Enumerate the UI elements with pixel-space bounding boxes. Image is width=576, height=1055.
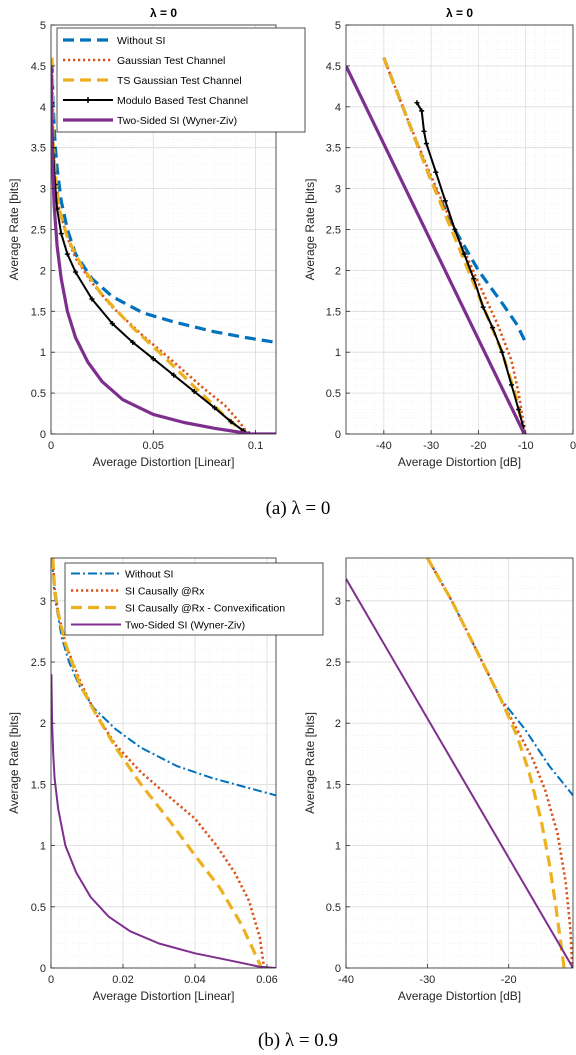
x-tick-label: -20	[501, 974, 517, 986]
series-line-4	[51, 674, 276, 968]
plot-b-db: 0 0.5 1 1.5 2 2.5 3 -40 -30 -20 Average Distortion…	[303, 557, 574, 1003]
legend-box	[64, 562, 324, 636]
x-axis-label: Average Distortion [Linear]	[93, 989, 235, 1003]
y-tick-label: 1	[335, 347, 341, 359]
y-axis-label: Average Rate [bits]	[303, 179, 317, 281]
x-tick-label: -40	[338, 974, 354, 986]
y-tick-label: 0.5	[326, 388, 341, 400]
y-tick-label: 0	[40, 963, 46, 975]
y-tick-label: 4.5	[31, 61, 46, 73]
y-tick-label: 3.5	[326, 143, 341, 155]
x-tick-label: -30	[419, 974, 435, 986]
series-line-2	[51, 558, 266, 968]
y-axis-label: Average Rate [bits]	[303, 712, 317, 814]
y-tick-label: 1.5	[326, 306, 341, 318]
y-tick-label: 2.5	[326, 225, 341, 237]
x-tick-label: 0.02	[112, 974, 133, 986]
y-tick-label: 3	[335, 596, 341, 608]
x-tick-label: 0.05	[143, 440, 164, 452]
y-tick-label: 3.5	[31, 143, 46, 155]
y-tick-label: 0	[40, 429, 46, 441]
y-tick-label: 2.5	[31, 225, 46, 237]
axes-frame	[345, 557, 574, 969]
legend-label: Gaussian Test Channel	[117, 55, 225, 67]
y-tick-label: 1	[40, 347, 46, 359]
y-tick-label: 3	[40, 596, 46, 608]
y-tick-label: 0.5	[31, 902, 46, 914]
chart-title: λ = 0	[446, 6, 473, 20]
x-tick-label: -40	[376, 440, 392, 452]
y-tick-label: 2.5	[31, 657, 46, 669]
legend-label: Two-Sided SI (Wyner-Ziv)	[125, 620, 245, 632]
y-tick-label: 3	[335, 184, 341, 196]
x-tick-label: 0	[48, 974, 54, 986]
x-tick-label: 0	[570, 440, 576, 452]
legend-label: Without SI	[117, 35, 165, 47]
x-axis-label: Average Distortion [Linear]	[93, 455, 235, 469]
series-line-5	[51, 65, 276, 434]
y-tick-label: 0.5	[326, 902, 341, 914]
x-axis-label: Average Distortion [dB]	[398, 989, 521, 1003]
y-tick-label: 1	[335, 841, 341, 853]
y-tick-label: 2	[40, 718, 46, 730]
series-line-2	[382, 57, 526, 434]
y-tick-label: 2	[335, 718, 341, 730]
series-line-3	[426, 558, 566, 968]
x-tick-label: -10	[518, 440, 534, 452]
chart-title: λ = 0	[150, 6, 177, 20]
y-tick-label: 5	[335, 20, 341, 32]
y-tick-label: 5	[40, 20, 46, 32]
x-tick-label: 0.04	[184, 974, 205, 986]
x-axis-label: Average Distortion [dB]	[398, 455, 521, 469]
legend-label: Modulo Based Test Channel	[117, 95, 248, 107]
series-line-4	[416, 102, 526, 434]
y-tick-label: 3	[40, 184, 46, 196]
y-tick-label: 2	[40, 265, 46, 277]
series-line-4	[346, 578, 573, 968]
legend-label: Two-Sided SI (Wyner-Ziv)	[117, 115, 237, 127]
y-tick-label: 2.5	[326, 657, 341, 669]
y-axis-label: Average Rate [bits]	[7, 712, 21, 814]
plot-a-db: 0 0.5 1 1.5 2 2.5 3 3.5 4 4.5 5 -40 -30 -20 -10 0 Averag…	[303, 6, 576, 469]
x-tick-label: -20	[470, 440, 486, 452]
y-axis-label: Average Rate [bits]	[7, 179, 21, 281]
y-tick-label: 0	[335, 429, 341, 441]
plot-b-linear: 0 0.5 1 1.5 2 2.5 3 0 0.02 0.04 0.06 Average Distor…	[7, 557, 324, 1003]
y-tick-label: 1.5	[326, 779, 341, 791]
x-tick-label: -30	[423, 440, 439, 452]
caption-a: (a) λ = 0	[266, 498, 331, 519]
y-tick-label: 4	[40, 102, 46, 114]
y-tick-label: 2	[335, 265, 341, 277]
y-tick-label: 0	[335, 963, 341, 975]
legend-label: SI Causally @Rx	[125, 586, 205, 598]
legend-label: Without SI	[125, 569, 173, 581]
series-line-5	[346, 65, 526, 434]
y-tick-label: 1.5	[31, 779, 46, 791]
y-tick-label: 4.5	[326, 61, 341, 73]
legend-label: TS Gaussian Test Channel	[117, 75, 242, 87]
x-tick-label: 0.1	[248, 440, 263, 452]
series-line-3	[51, 558, 264, 968]
y-tick-label: 1.5	[31, 306, 46, 318]
legend-label: SI Causally @Rx - Convexification	[125, 603, 285, 615]
axes-frame	[50, 557, 277, 969]
y-tick-label: 1	[40, 841, 46, 853]
caption-b: (b) λ = 0.9	[258, 1030, 338, 1051]
x-tick-label: 0.06	[256, 974, 277, 986]
y-tick-label: 0.5	[31, 388, 46, 400]
plot-a-linear: 0 0.5 1 1.5 2 2.5 3 3.5 4 4.5 5 0 0.05 0.1 Average Dis…	[7, 6, 306, 469]
y-tick-label: 4	[335, 102, 341, 114]
x-tick-label: 0	[48, 440, 54, 452]
